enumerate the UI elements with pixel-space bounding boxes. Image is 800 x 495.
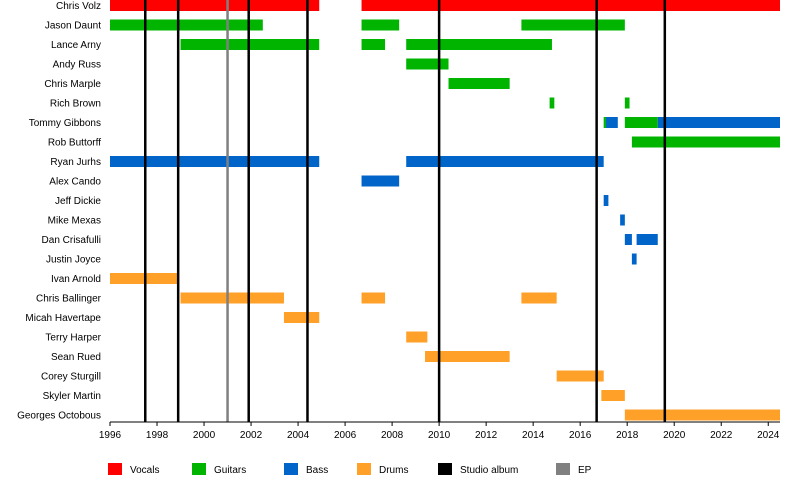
member-label: Skyler Martin bbox=[43, 391, 101, 402]
member-label: Corey Sturgill bbox=[41, 372, 101, 383]
bar-bass bbox=[361, 175, 400, 187]
x-tick-label: 2006 bbox=[334, 430, 357, 441]
x-tick-label: 2000 bbox=[193, 430, 216, 441]
legend-swatch bbox=[192, 463, 206, 475]
legend-swatch bbox=[284, 463, 298, 475]
bar-bass bbox=[631, 253, 637, 265]
bar-guitars bbox=[406, 58, 449, 70]
bar-drums bbox=[406, 331, 428, 343]
x-tick-label: 2004 bbox=[287, 430, 310, 441]
bar-drums bbox=[521, 292, 557, 304]
x-tick-label: 2018 bbox=[616, 430, 639, 441]
bar-guitars bbox=[624, 117, 658, 128]
bar-drums bbox=[624, 409, 780, 421]
bar-bass bbox=[110, 156, 320, 167]
bar-drums bbox=[556, 370, 604, 382]
member-label: Lance Arny bbox=[51, 40, 101, 51]
x-tick-label: 2002 bbox=[240, 430, 263, 441]
member-labels: Chris Volz Jason Daunt Lance Arny Andy Russ… bbox=[17, 1, 102, 422]
bar-guitars bbox=[631, 136, 780, 148]
member-label: Chris Ballinger bbox=[36, 294, 102, 305]
bar-guitars bbox=[361, 19, 400, 31]
legend-label: Guitars bbox=[214, 465, 246, 476]
bar-bass bbox=[624, 234, 632, 245]
member-label: Ivan Arnold bbox=[51, 274, 101, 285]
bar-bass bbox=[620, 214, 625, 226]
bar-vocals bbox=[361, 0, 780, 11]
release-lines bbox=[144, 0, 667, 422]
member-label: Chris Volz bbox=[56, 1, 101, 12]
legend-swatch bbox=[108, 463, 122, 475]
bar-guitars bbox=[448, 78, 510, 89]
x-tick-label: 2014 bbox=[522, 430, 545, 441]
member-label: Chris Marple bbox=[44, 79, 101, 90]
legend-swatch bbox=[556, 463, 570, 475]
bar-drums bbox=[283, 312, 320, 323]
x-tick-label: 2020 bbox=[663, 430, 686, 441]
x-tick-label: 2008 bbox=[381, 430, 404, 441]
bar-bass bbox=[657, 117, 780, 128]
bar-bass bbox=[636, 234, 658, 245]
x-tick-label: 2012 bbox=[475, 430, 498, 441]
member-label: Jeff Dickie bbox=[55, 196, 101, 207]
x-tick-label: 2016 bbox=[569, 430, 592, 441]
bar-guitars bbox=[603, 117, 607, 128]
legend-swatch bbox=[357, 463, 371, 475]
member-label: Rob Buttorff bbox=[48, 138, 101, 149]
legend-label: Bass bbox=[306, 465, 328, 476]
legend-label: EP bbox=[578, 465, 592, 476]
member-label: Ryan Jurhs bbox=[50, 157, 101, 168]
bar-guitars bbox=[406, 39, 552, 50]
bar-drums bbox=[361, 292, 386, 304]
member-label: Micah Havertape bbox=[25, 313, 101, 324]
member-label: Dan Crisafulli bbox=[42, 235, 101, 246]
member-label: Georges Octobous bbox=[17, 411, 101, 422]
legend-swatch bbox=[438, 463, 452, 475]
x-tick-label: 1996 bbox=[99, 430, 122, 441]
member-label: Tommy Gibbons bbox=[29, 118, 101, 129]
member-label: Mike Mexas bbox=[48, 216, 101, 227]
bar-guitars bbox=[110, 19, 263, 31]
bar-bass bbox=[606, 117, 618, 128]
bar-bass bbox=[603, 195, 609, 206]
bar-guitars bbox=[549, 97, 555, 109]
member-label: Andy Russ bbox=[53, 60, 101, 71]
bar-bass bbox=[406, 156, 604, 167]
bar-drums bbox=[425, 351, 510, 362]
member-label: Justin Joyce bbox=[46, 255, 101, 266]
member-label: Rich Brown bbox=[50, 99, 101, 110]
legend-label: Vocals bbox=[130, 465, 159, 476]
x-axis: 1996 1998 2000 2002 2004 2006 2008 2010 2012 2014… bbox=[99, 421, 780, 441]
legend: Vocals Guitars Bass Drums Studio album EP bbox=[108, 463, 592, 476]
bar-vocals bbox=[110, 0, 320, 11]
member-label: Sean Rued bbox=[51, 352, 101, 363]
x-tick-label: 2024 bbox=[757, 430, 780, 441]
bar-guitars bbox=[361, 39, 386, 50]
member-bars bbox=[110, 0, 780, 421]
x-tick-label: 1998 bbox=[146, 430, 169, 441]
bar-drums bbox=[180, 292, 284, 304]
x-tick-label: 2022 bbox=[710, 430, 733, 441]
legend-label: Drums bbox=[379, 465, 408, 476]
bar-guitars bbox=[624, 97, 630, 109]
bar-guitars bbox=[521, 19, 625, 31]
member-label: Terry Harper bbox=[45, 333, 101, 344]
member-label: Jason Daunt bbox=[45, 21, 101, 32]
bar-drums bbox=[601, 390, 625, 401]
x-tick-label: 2010 bbox=[428, 430, 451, 441]
legend-label: Studio album bbox=[460, 465, 518, 476]
member-label: Alex Cando bbox=[49, 177, 101, 188]
